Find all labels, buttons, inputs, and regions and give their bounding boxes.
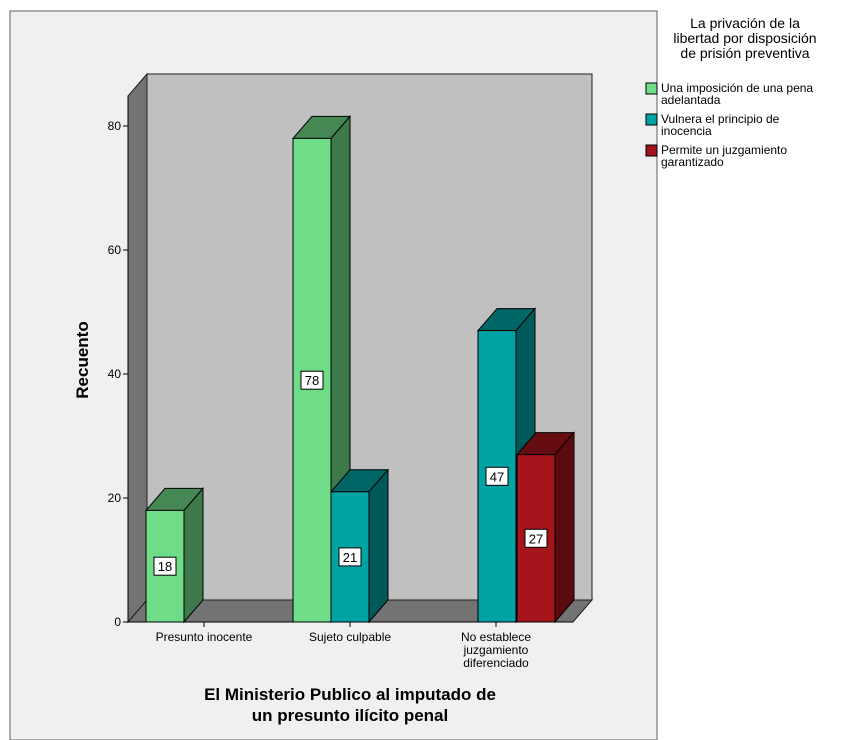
y-tick-label: 60 [108,243,122,257]
data-label-sujeto-culpable-s2: 21 [343,550,357,565]
legend-label-1: Una imposición de una pena [661,81,813,95]
legend-swatch-2 [645,113,658,126]
data-label-box-no-establece-juzgamiento-diferenciado-s2 [485,466,509,486]
legend-title-line3: de prisión preventiva [680,45,809,61]
bar-no-establece-juzgamiento-diferenciado-s3 [516,454,556,623]
bar-side-presunto-inocente-s1 [183,487,204,624]
plot-side-wall [127,72,148,624]
x-tick-label-sujeto-culpable: Sujeto culpable [309,630,391,644]
data-label-box-sujeto-culpable-s1 [300,370,324,390]
legend-label-1: adelantada [661,93,721,107]
bar-side-no-establece-juzgamiento-diferenciado-s3 [554,431,575,624]
legend-label-2: inocencia [661,124,712,138]
x-axis-title-line1: El Ministerio Publico al imputado de [204,685,496,704]
data-label-box-no-establece-juzgamiento-diferenciado-s3 [524,528,548,548]
x-tick-label-no-establece-juzgamiento-diferenciado: No establece [461,630,531,644]
legend-label-3: garantizado [661,155,724,169]
data-label-no-establece-juzgamiento-diferenciado-s3: 27 [529,531,543,546]
legend-swatch-1 [645,82,658,95]
data-label-box-presunto-inocente-s1 [153,556,177,576]
y-tick-label: 0 [114,615,121,629]
data-label-no-establece-juzgamiento-diferenciado-s2: 47 [490,469,504,484]
legend-label-2: Vulnera el principio de [661,112,780,126]
data-label-presunto-inocente-s1: 18 [158,559,172,574]
x-axis-title-line2: un presunto ilícito penal [252,706,448,725]
legend-title-line2: libertad por disposición [673,30,816,46]
legend-label-3: Permite un juzgamiento [661,143,787,157]
x-tick-label-no-establece-juzgamiento-diferenciado: diferenciado [463,656,529,670]
legend-title-line1: La privación de la [690,15,800,31]
y-axis-title: Recuento [73,321,92,398]
y-tick-label: 40 [108,367,122,381]
data-label-box-sujeto-culpable-s2 [338,547,362,567]
bar-side-sujeto-culpable-s2 [368,468,389,624]
y-tick-label: 80 [108,119,122,133]
legend-swatch-3 [645,144,658,157]
data-label-sujeto-culpable-s1: 78 [305,373,319,388]
x-tick-label-no-establece-juzgamiento-diferenciado: juzgamiento [463,643,529,657]
x-tick-label-presunto-inocente: Presunto inocente [156,630,253,644]
y-tick-label: 20 [108,491,122,505]
